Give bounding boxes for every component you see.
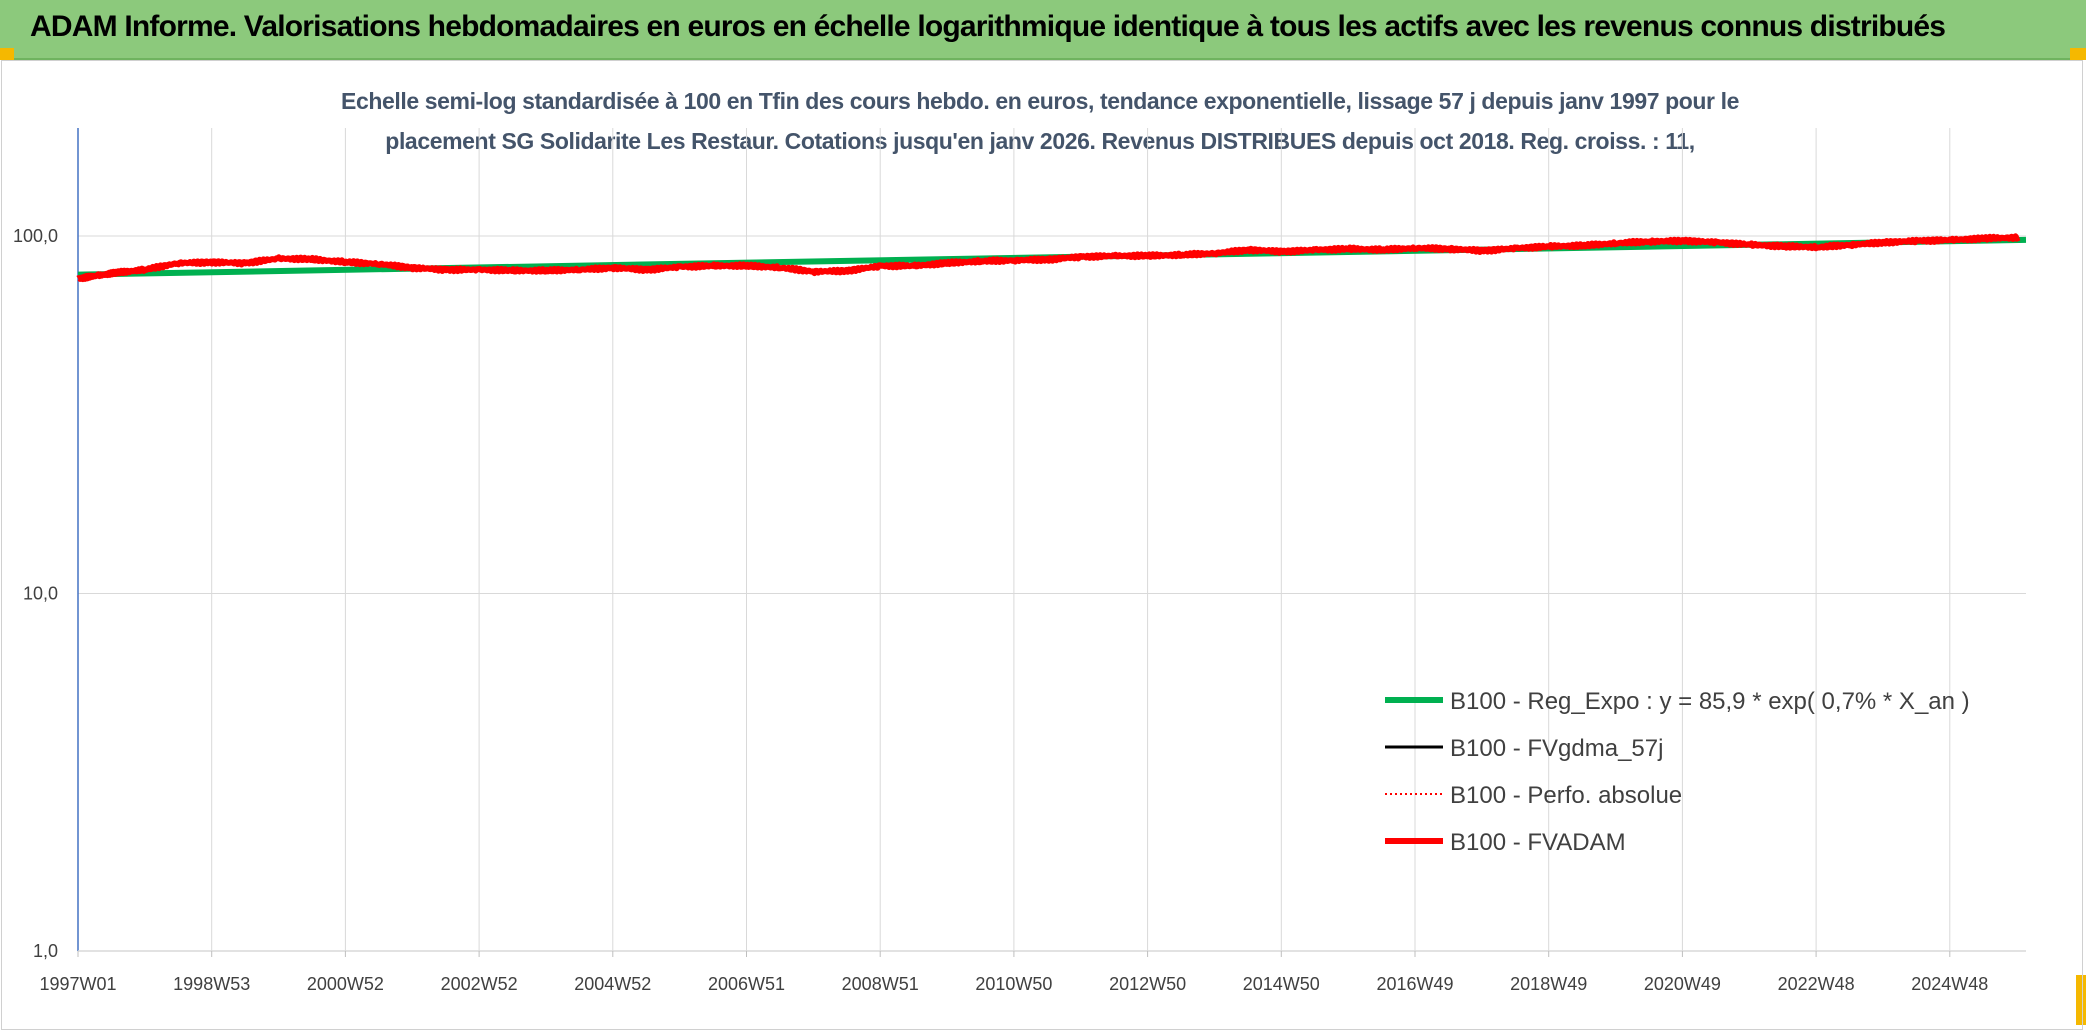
x-tick-label: 2006W51	[708, 974, 785, 994]
grid-lines	[78, 128, 2026, 951]
x-tick-label: 2000W52	[307, 974, 384, 994]
y-tick-label: 1,0	[33, 941, 58, 961]
x-tick-label: 2012W50	[1109, 974, 1186, 994]
x-tick-label: 2002W52	[441, 974, 518, 994]
x-tick-label: 2020W49	[1644, 974, 1721, 994]
x-tick-label: 1997W01	[39, 974, 116, 994]
corner-marker-left	[0, 48, 14, 60]
x-tick-label: 2008W51	[842, 974, 919, 994]
y-tick-label: 100,0	[13, 226, 58, 246]
chart-title-line2: placement SG Solidarite Les Restaur. Cot…	[385, 128, 1695, 154]
corner-marker-right	[2070, 48, 2086, 60]
legend-label-4: B100 - FVADAM	[1450, 829, 1626, 856]
corner-marker-bottom-right	[2076, 975, 2086, 1025]
legend-label-2: B100 - FVgdma_57j	[1450, 735, 1663, 762]
x-tick-label: 2024W48	[1911, 974, 1988, 994]
chart-title-line1: Echelle semi-log standardisée à 100 en T…	[341, 88, 1739, 114]
legend: B100 - Reg_Expo : y = 85,9 * exp( 0,7% *…	[1385, 688, 1970, 856]
series-lines	[75, 233, 2027, 283]
legend-label-1: B100 - Reg_Expo : y = 85,9 * exp( 0,7% *…	[1450, 688, 1970, 715]
legend-label-3: B100 - Perfo. absolue	[1450, 782, 1682, 809]
x-tick-label: 2014W50	[1243, 974, 1320, 994]
page-title: ADAM Informe. Valorisations hebdomadaire…	[30, 10, 1946, 43]
x-tick-label: 2016W49	[1376, 974, 1453, 994]
x-tick-label: 2018W49	[1510, 974, 1587, 994]
header-banner: ADAM Informe. Valorisations hebdomadaire…	[0, 0, 2086, 60]
axes: 1,0 10,0 100,0 1997W01 1998W53 2000W52 2002W52…	[13, 128, 2026, 994]
chart-frame	[1, 60, 2083, 1030]
y-tick-label: 10,0	[23, 584, 58, 604]
series-line-4	[75, 233, 2021, 283]
x-tick-label: 2010W50	[975, 974, 1052, 994]
x-tick-label: 2022W48	[1778, 974, 1855, 994]
x-tick-label: 1998W53	[173, 974, 250, 994]
x-tick-label: 2004W52	[574, 974, 651, 994]
